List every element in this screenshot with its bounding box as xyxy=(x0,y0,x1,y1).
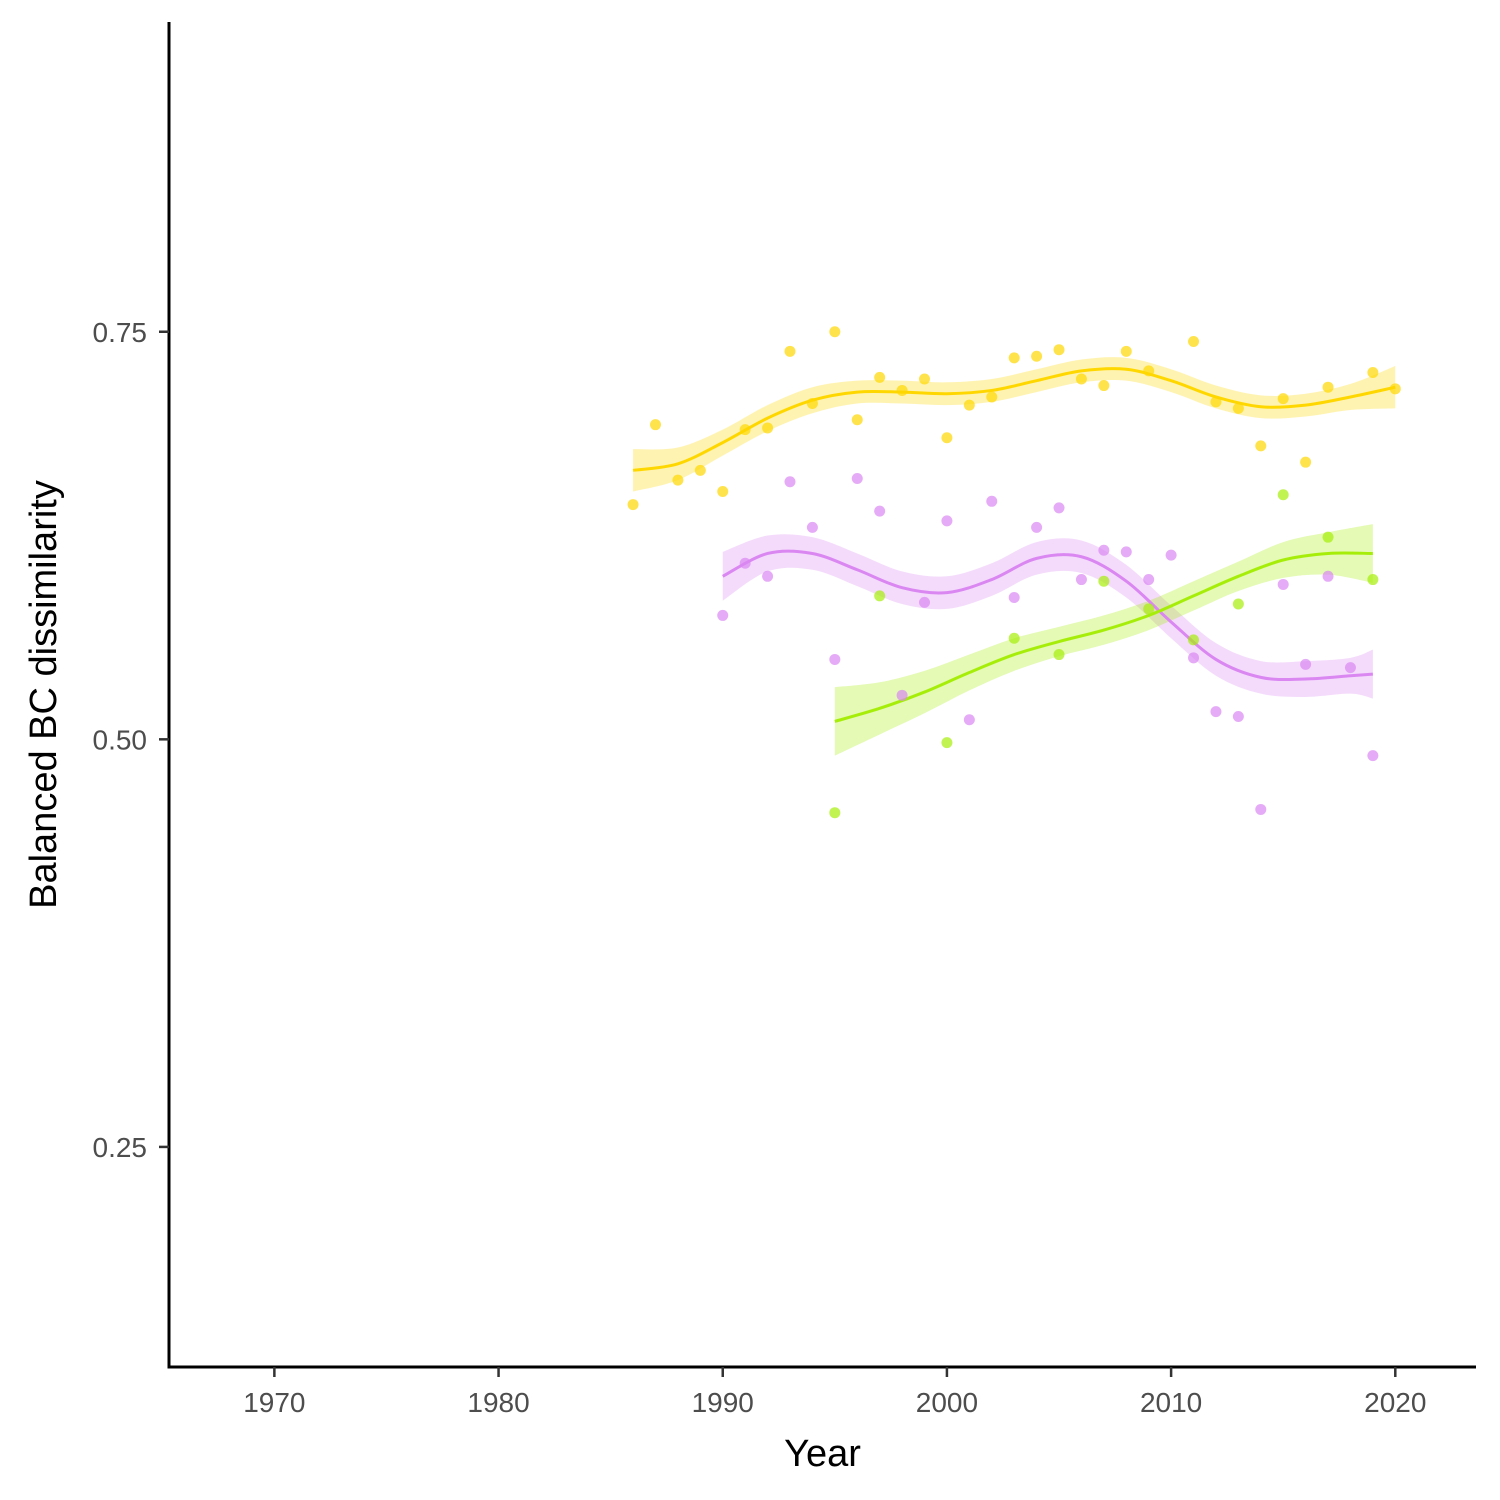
data-point xyxy=(762,422,774,434)
data-point xyxy=(806,397,818,409)
data-point xyxy=(1300,658,1312,670)
data-point xyxy=(649,419,661,431)
data-point xyxy=(1255,803,1267,815)
data-point xyxy=(829,807,841,819)
data-point xyxy=(874,371,886,383)
smooth-lines xyxy=(632,367,1396,723)
data-point xyxy=(739,424,751,436)
trend-line-3 xyxy=(834,551,1373,723)
data-point xyxy=(1053,502,1065,514)
data-point xyxy=(1232,402,1244,414)
data-point xyxy=(986,391,998,403)
data-point xyxy=(1008,352,1020,364)
data-point xyxy=(1031,350,1043,362)
data-point xyxy=(1277,489,1289,501)
data-point xyxy=(1232,711,1244,723)
y-tick-label: 0.75 xyxy=(93,317,148,348)
data-point xyxy=(1367,750,1379,762)
data-point xyxy=(1232,598,1244,610)
data-point xyxy=(694,464,706,476)
y-axis-title: Balanced BC dissimilarity xyxy=(23,480,65,909)
data-point xyxy=(1188,652,1200,664)
x-tick-label: 1980 xyxy=(467,1387,529,1418)
data-point xyxy=(1389,383,1401,395)
data-point xyxy=(1188,336,1200,348)
data-point xyxy=(851,414,863,426)
data-point xyxy=(1053,649,1065,661)
data-point xyxy=(1210,396,1222,408)
data-point xyxy=(896,689,908,701)
data-point xyxy=(1322,570,1334,582)
data-point xyxy=(1098,544,1110,556)
data-point xyxy=(762,570,774,582)
data-point xyxy=(1120,546,1132,558)
data-point xyxy=(717,486,729,498)
trend-line-2 xyxy=(722,549,1373,682)
data-point xyxy=(1143,574,1155,586)
data-point xyxy=(784,345,796,357)
data-point xyxy=(1075,373,1087,385)
data-point xyxy=(1143,365,1155,377)
data-point xyxy=(1143,603,1155,615)
data-point xyxy=(919,596,930,608)
data-point xyxy=(1098,575,1110,587)
data-point xyxy=(1300,456,1312,468)
data-point xyxy=(672,474,684,486)
x-tick-label: 2020 xyxy=(1364,1387,1426,1418)
data-point xyxy=(963,399,975,411)
x-tick-label: 2010 xyxy=(1140,1387,1202,1418)
data-point xyxy=(1008,632,1020,644)
data-points xyxy=(627,326,1401,819)
data-point xyxy=(963,714,975,726)
data-point xyxy=(1367,367,1379,379)
data-point xyxy=(1367,574,1379,586)
data-point xyxy=(919,373,930,385)
x-tick-label: 1970 xyxy=(243,1387,305,1418)
data-point xyxy=(941,432,953,444)
x-tick-label: 2000 xyxy=(916,1387,978,1418)
data-point xyxy=(874,505,886,517)
data-point xyxy=(806,521,818,533)
data-point xyxy=(941,737,953,749)
trend-line-1 xyxy=(632,367,1396,472)
data-point xyxy=(1098,380,1110,392)
data-point xyxy=(1075,574,1087,586)
data-point xyxy=(1322,531,1334,543)
confidence-bands xyxy=(633,357,1396,756)
data-point xyxy=(829,653,841,665)
data-point xyxy=(739,557,751,569)
data-point xyxy=(1165,549,1177,561)
data-point xyxy=(986,495,998,507)
data-point xyxy=(1210,706,1222,718)
data-point xyxy=(1031,521,1043,533)
data-point xyxy=(1188,634,1200,646)
data-point xyxy=(1277,578,1289,590)
data-point xyxy=(1255,440,1267,452)
data-point xyxy=(829,326,841,338)
y-tick-label: 0.50 xyxy=(93,724,148,755)
data-point xyxy=(717,609,729,621)
confidence-band-1 xyxy=(633,357,1396,492)
data-point xyxy=(941,515,953,527)
x-axis-title: Year xyxy=(784,1433,861,1475)
data-point xyxy=(1277,393,1289,405)
axes: 1970 1980 1990 2000 2010 2020 0.25 0.50 0.75 xyxy=(93,22,1476,1418)
data-point xyxy=(1344,662,1356,674)
confidence-band-3 xyxy=(834,524,1373,756)
data-point xyxy=(896,384,908,396)
data-point xyxy=(851,472,863,484)
data-point xyxy=(784,476,796,488)
data-point xyxy=(1008,592,1020,603)
x-tick-label: 1990 xyxy=(692,1387,754,1418)
data-point xyxy=(1053,344,1065,356)
data-point xyxy=(1322,381,1334,393)
data-point xyxy=(627,499,639,511)
y-tick-label: 0.25 xyxy=(93,1132,148,1163)
data-point xyxy=(1120,345,1132,357)
data-point xyxy=(874,590,886,602)
